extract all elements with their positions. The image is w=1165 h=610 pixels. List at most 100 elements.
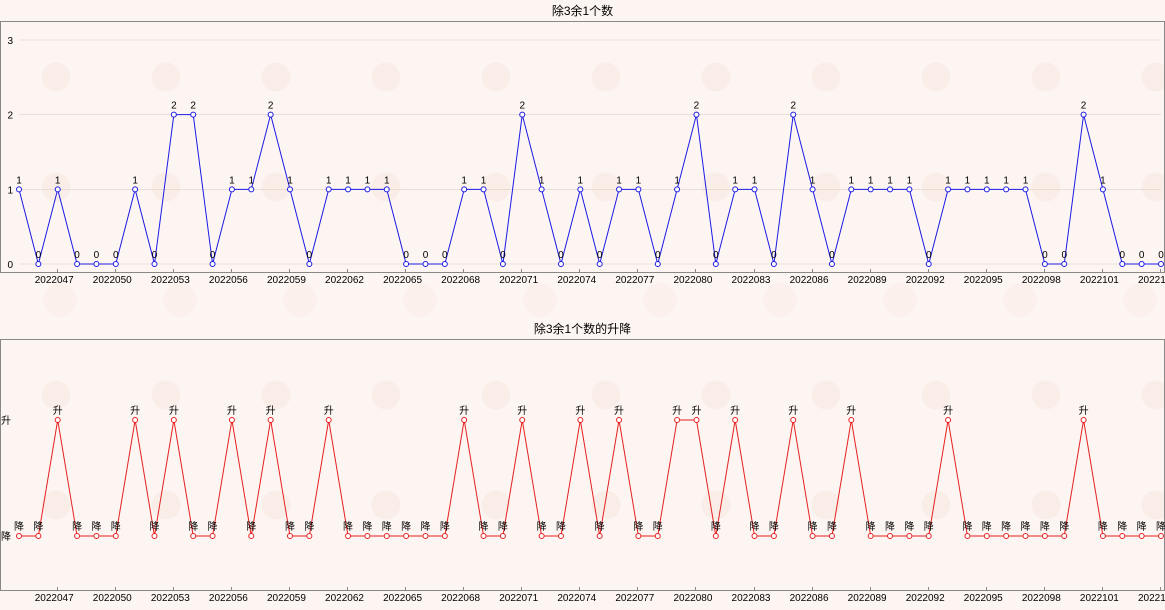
- data-marker: [520, 418, 525, 423]
- data-label: 1: [365, 175, 371, 186]
- data-marker: [752, 534, 757, 539]
- data-marker: [462, 418, 467, 423]
- x-axis: 2022047202205020220532022056202205920220…: [0, 273, 1165, 291]
- data-marker: [287, 534, 292, 539]
- data-marker: [307, 262, 312, 267]
- data-marker: [539, 534, 544, 539]
- x-tick-mark: [1102, 587, 1103, 591]
- data-marker: [113, 262, 118, 267]
- data-marker: [984, 534, 989, 539]
- data-marker: [636, 187, 641, 192]
- data-label: 0: [442, 250, 448, 261]
- x-tick-mark: [115, 269, 116, 273]
- data-label: 降: [1021, 520, 1031, 533]
- x-tick-label: 2022083: [732, 275, 771, 286]
- data-marker: [578, 187, 583, 192]
- data-label: 降: [866, 520, 876, 533]
- x-tick-mark: [347, 269, 348, 273]
- x-tick-mark: [405, 269, 406, 273]
- data-label: 1: [481, 175, 487, 186]
- data-label: 降: [285, 520, 295, 533]
- x-tick-mark: [812, 269, 813, 273]
- data-marker: [733, 187, 738, 192]
- data-label: 降: [1059, 520, 1069, 533]
- data-label: 1: [132, 175, 138, 186]
- data-label: 0: [500, 250, 506, 261]
- data-marker: [404, 262, 409, 267]
- x-tick-mark: [521, 269, 522, 273]
- x-tick-mark: [754, 269, 755, 273]
- x-tick-label: 2022059: [267, 275, 306, 286]
- data-marker: [771, 262, 776, 267]
- y-tick-label: 降: [1, 530, 11, 543]
- data-marker: [423, 534, 428, 539]
- x-tick-label: 2022086: [790, 275, 829, 286]
- x-tick-mark: [695, 587, 696, 591]
- data-marker: [1159, 262, 1164, 267]
- data-label: 升: [846, 405, 856, 417]
- data-marker: [926, 262, 931, 267]
- data-marker: [1139, 262, 1144, 267]
- data-marker: [888, 534, 893, 539]
- data-label: 0: [829, 250, 835, 261]
- data-label: 降: [343, 520, 353, 533]
- x-tick-label: 2022062: [325, 593, 364, 604]
- data-marker: [442, 262, 447, 267]
- data-label: 1: [326, 175, 332, 186]
- x-tick-label: 2022086: [790, 593, 829, 604]
- series-line: [19, 420, 1161, 536]
- data-marker: [249, 187, 254, 192]
- x-tick-mark: [870, 269, 871, 273]
- data-label: 0: [36, 250, 42, 261]
- data-label: 1: [384, 175, 390, 186]
- x-tick-mark: [173, 587, 174, 591]
- x-tick-mark: [463, 269, 464, 273]
- data-label: 0: [771, 250, 777, 261]
- data-marker: [752, 187, 757, 192]
- data-label: 1: [636, 175, 642, 186]
- data-marker: [1004, 534, 1009, 539]
- data-marker: [152, 262, 157, 267]
- data-label: 0: [113, 250, 119, 261]
- data-marker: [229, 418, 234, 423]
- data-marker: [307, 534, 312, 539]
- data-label: 升: [730, 405, 740, 417]
- x-tick-mark: [928, 269, 929, 273]
- chart-2-wrap: 除3余1个数的升降降升降降升降降降升降升降降升降升降降升降降降降降降升降降升降降…: [0, 318, 1165, 610]
- data-marker: [829, 262, 834, 267]
- data-label: 1: [965, 175, 971, 186]
- data-label: 1: [868, 175, 874, 186]
- data-label: 升: [672, 405, 682, 417]
- x-axis: 2022047202205020220532022056202205920220…: [0, 591, 1165, 609]
- data-marker: [404, 534, 409, 539]
- data-label: 0: [1042, 250, 1048, 261]
- data-label: 0: [597, 250, 603, 261]
- data-label: 0: [1061, 250, 1067, 261]
- data-label: 升: [788, 405, 798, 417]
- data-label: 升: [324, 405, 334, 417]
- x-tick-mark: [231, 269, 232, 273]
- x-tick-label: 2022098: [1022, 275, 1061, 286]
- data-label: 2: [268, 101, 274, 112]
- x-tick-label: 2022077: [615, 275, 654, 286]
- data-marker: [384, 187, 389, 192]
- data-marker: [675, 418, 680, 423]
- data-label: 1: [1023, 175, 1029, 186]
- data-label: 1: [248, 175, 254, 186]
- x-tick-mark: [637, 587, 638, 591]
- data-label: 降: [246, 520, 256, 533]
- data-label: 1: [1003, 175, 1009, 186]
- data-label: 0: [1120, 250, 1126, 261]
- x-tick-label: 2022101: [1080, 593, 1119, 604]
- data-label: 降: [382, 520, 392, 533]
- data-label: 降: [1117, 520, 1127, 533]
- data-label: 0: [655, 250, 661, 261]
- chart-svg: 降升降降升降降降升降升降降升降升降降升降降降降降降升降降升降降升降升降降升升降升…: [1, 340, 1165, 592]
- x-tick-mark: [521, 587, 522, 591]
- data-marker: [500, 534, 505, 539]
- data-label: 降: [208, 520, 218, 533]
- data-label: 升: [943, 405, 953, 417]
- x-tick-mark: [695, 269, 696, 273]
- data-label: 降: [1156, 520, 1165, 533]
- data-marker: [849, 418, 854, 423]
